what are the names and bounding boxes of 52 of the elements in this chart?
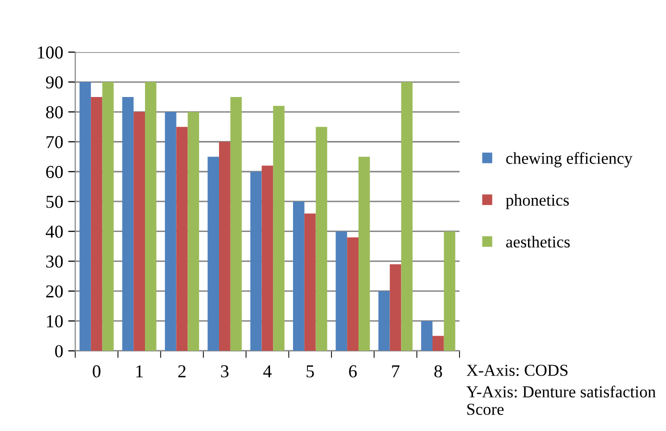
y-tick-label: 50 (46, 196, 63, 208)
bar (208, 156, 220, 351)
bar (444, 231, 456, 351)
legend-label: phonetics (506, 194, 569, 210)
bar (164, 112, 176, 351)
bar (219, 142, 230, 351)
bar (145, 82, 156, 351)
bar (432, 336, 444, 351)
bar (401, 82, 413, 351)
x-tick-label: 7 (392, 365, 400, 378)
bar (80, 82, 91, 351)
y-tick-label: 80 (46, 106, 63, 118)
bar (358, 156, 370, 351)
bar (273, 106, 284, 351)
bar (316, 126, 328, 351)
legend-label: aesthetics (506, 236, 570, 248)
legend-label: chewing efficiency (506, 152, 632, 168)
y-tick-label: 40 (46, 226, 63, 238)
bar (122, 96, 134, 351)
y-tick-label: 70 (46, 136, 63, 148)
y-tick-label: 90 (46, 76, 63, 88)
bar (90, 96, 102, 351)
bar (390, 264, 402, 351)
bar (134, 112, 145, 351)
x-tick-label: 3 (221, 365, 229, 378)
bar (378, 291, 390, 351)
bar (102, 82, 114, 351)
bar (336, 231, 348, 351)
x-tick-label: 8 (434, 365, 442, 378)
text: Y-Axis: Denture satisfaction Score (466, 386, 656, 415)
x-tick-label: 6 (349, 365, 357, 378)
x-tick-label: 2 (178, 365, 186, 378)
bar (347, 237, 358, 351)
y-tick-label: 60 (46, 166, 63, 178)
bar (230, 96, 242, 351)
y-tick-label: 20 (46, 285, 63, 298)
bar (293, 201, 304, 351)
bar (176, 126, 188, 351)
x-tick-label: 1 (136, 365, 143, 378)
bar (262, 166, 274, 351)
bar (421, 320, 432, 351)
bar (304, 213, 316, 351)
text: X-Axis: CODS (466, 364, 568, 376)
y-tick-label: 0 (55, 345, 63, 358)
bar (250, 172, 262, 351)
bar (188, 112, 200, 351)
x-tick-label: 0 (92, 365, 100, 378)
y-tick-label: 30 (46, 255, 63, 268)
y-tick-label: 10 (46, 315, 63, 328)
y-tick-label: 100 (38, 46, 63, 59)
x-tick-label: 4 (263, 365, 272, 378)
x-tick-label: 5 (306, 365, 314, 378)
